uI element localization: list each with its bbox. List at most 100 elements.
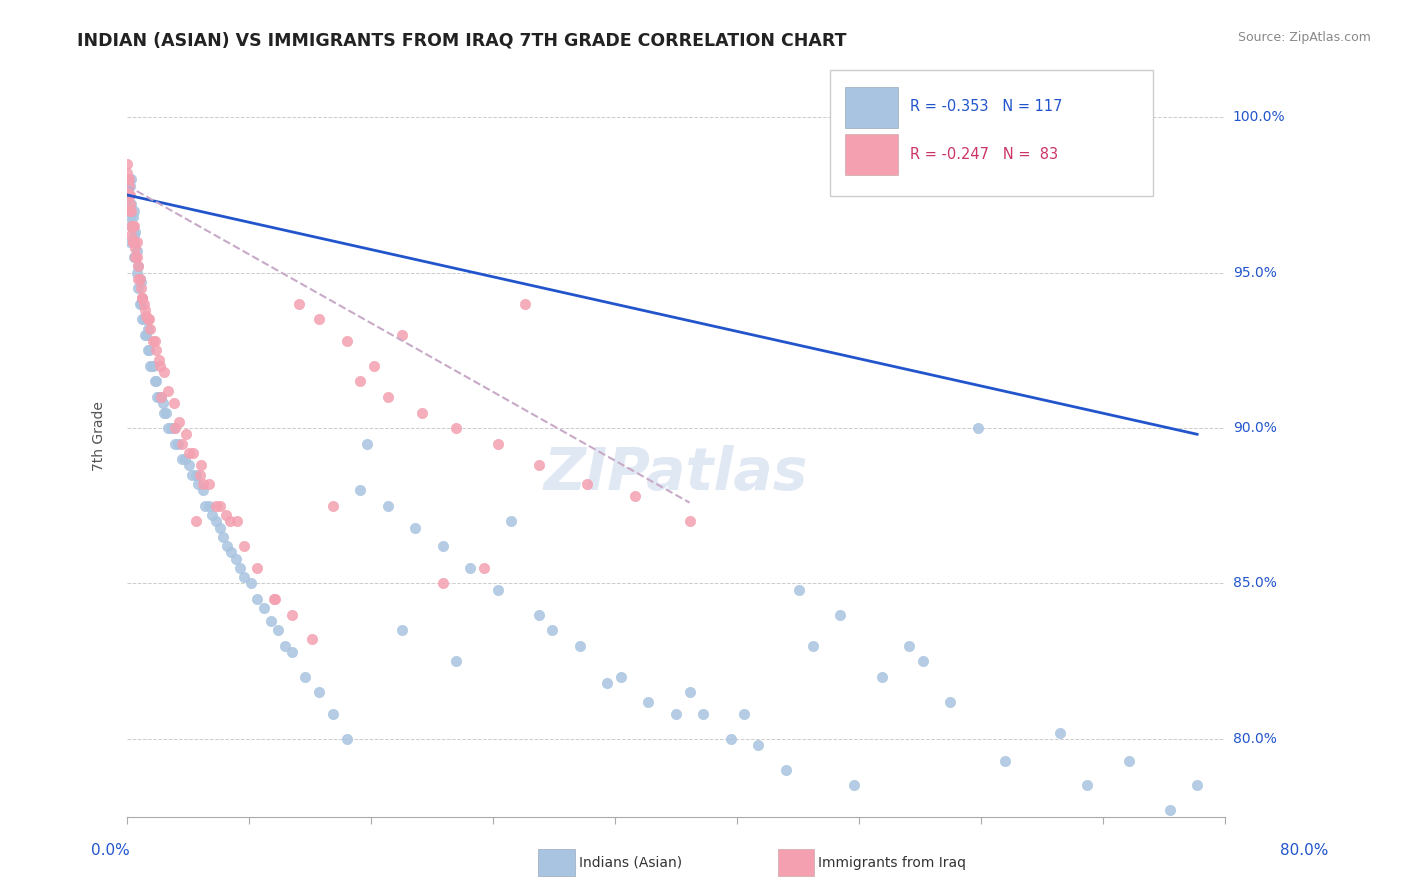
Text: 95.0%: 95.0% bbox=[1233, 266, 1277, 280]
Y-axis label: 7th Grade: 7th Grade bbox=[93, 401, 107, 471]
Point bbox=[844, 779, 866, 793]
Text: R = -0.247   N =  83: R = -0.247 N = 83 bbox=[910, 146, 1057, 161]
Point bbox=[190, 458, 212, 473]
Point bbox=[118, 197, 141, 211]
Point bbox=[336, 731, 359, 746]
Point bbox=[124, 225, 146, 239]
Point bbox=[129, 275, 152, 289]
Point bbox=[121, 210, 143, 224]
Point bbox=[322, 499, 344, 513]
Point bbox=[138, 312, 160, 326]
Point bbox=[733, 706, 755, 721]
Point bbox=[118, 178, 141, 193]
Point bbox=[253, 601, 276, 615]
Point bbox=[150, 390, 173, 404]
Point bbox=[610, 670, 633, 684]
Point bbox=[146, 390, 169, 404]
Point bbox=[294, 670, 316, 684]
Point bbox=[125, 250, 148, 264]
Point bbox=[122, 228, 145, 243]
Point bbox=[135, 309, 157, 323]
Point bbox=[131, 291, 153, 305]
Point bbox=[122, 250, 145, 264]
Point bbox=[201, 508, 224, 522]
Point bbox=[349, 375, 371, 389]
Point bbox=[120, 219, 142, 233]
Point bbox=[170, 436, 193, 450]
Point bbox=[118, 203, 141, 218]
Point bbox=[678, 685, 700, 699]
Point bbox=[458, 561, 481, 575]
Point bbox=[870, 670, 893, 684]
Point bbox=[911, 654, 934, 668]
Point bbox=[527, 458, 550, 473]
Point bbox=[174, 427, 197, 442]
FancyBboxPatch shape bbox=[845, 135, 897, 176]
Point bbox=[575, 477, 598, 491]
Point bbox=[349, 483, 371, 498]
Point bbox=[692, 706, 714, 721]
Point bbox=[115, 172, 138, 186]
Point bbox=[188, 467, 211, 482]
Point bbox=[1049, 725, 1071, 739]
Point bbox=[150, 390, 173, 404]
Point bbox=[115, 157, 138, 171]
Point bbox=[120, 197, 142, 211]
Point bbox=[264, 592, 287, 607]
Point bbox=[747, 738, 769, 752]
Point bbox=[143, 375, 166, 389]
Point bbox=[209, 499, 232, 513]
Point bbox=[446, 421, 468, 435]
Text: Source: ZipAtlas.com: Source: ZipAtlas.com bbox=[1237, 31, 1371, 45]
Point bbox=[148, 352, 170, 367]
Point bbox=[209, 520, 232, 534]
Point bbox=[212, 530, 235, 544]
Point bbox=[169, 415, 191, 429]
Text: 80.0%: 80.0% bbox=[1233, 731, 1277, 746]
FancyBboxPatch shape bbox=[845, 87, 897, 128]
Point bbox=[513, 297, 536, 311]
Point bbox=[115, 166, 138, 180]
Point bbox=[152, 396, 174, 410]
Text: INDIAN (ASIAN) VS IMMIGRANTS FROM IRAQ 7TH GRADE CORRELATION CHART: INDIAN (ASIAN) VS IMMIGRANTS FROM IRAQ 7… bbox=[77, 31, 846, 49]
Point bbox=[173, 452, 195, 467]
Point bbox=[135, 327, 157, 342]
Point bbox=[637, 694, 659, 708]
Point bbox=[568, 639, 591, 653]
Text: 0.0%: 0.0% bbox=[91, 843, 131, 858]
Point bbox=[127, 260, 149, 274]
Text: 90.0%: 90.0% bbox=[1233, 421, 1277, 435]
Point bbox=[149, 359, 172, 373]
Point bbox=[775, 763, 797, 777]
Point bbox=[898, 639, 921, 653]
Point bbox=[308, 312, 330, 326]
Point bbox=[789, 582, 811, 597]
Point bbox=[124, 250, 146, 264]
Point bbox=[232, 570, 254, 584]
Point bbox=[205, 514, 228, 528]
Point bbox=[120, 219, 142, 233]
Point bbox=[153, 405, 176, 419]
Point bbox=[132, 312, 155, 326]
Point bbox=[720, 731, 742, 746]
Point bbox=[486, 436, 509, 450]
Point bbox=[678, 514, 700, 528]
Point bbox=[138, 343, 160, 358]
Point bbox=[131, 291, 153, 305]
Point bbox=[142, 334, 165, 348]
Point bbox=[155, 405, 177, 419]
Point bbox=[527, 607, 550, 622]
Point bbox=[215, 508, 238, 522]
Point bbox=[377, 390, 399, 404]
Point bbox=[187, 477, 209, 491]
Point bbox=[830, 607, 852, 622]
Point bbox=[263, 592, 285, 607]
Point bbox=[118, 210, 141, 224]
Point bbox=[145, 343, 167, 358]
Point bbox=[225, 514, 247, 528]
Point bbox=[141, 359, 163, 373]
Point bbox=[363, 359, 385, 373]
Point bbox=[260, 614, 283, 628]
Point bbox=[136, 321, 159, 335]
Point bbox=[118, 188, 141, 202]
